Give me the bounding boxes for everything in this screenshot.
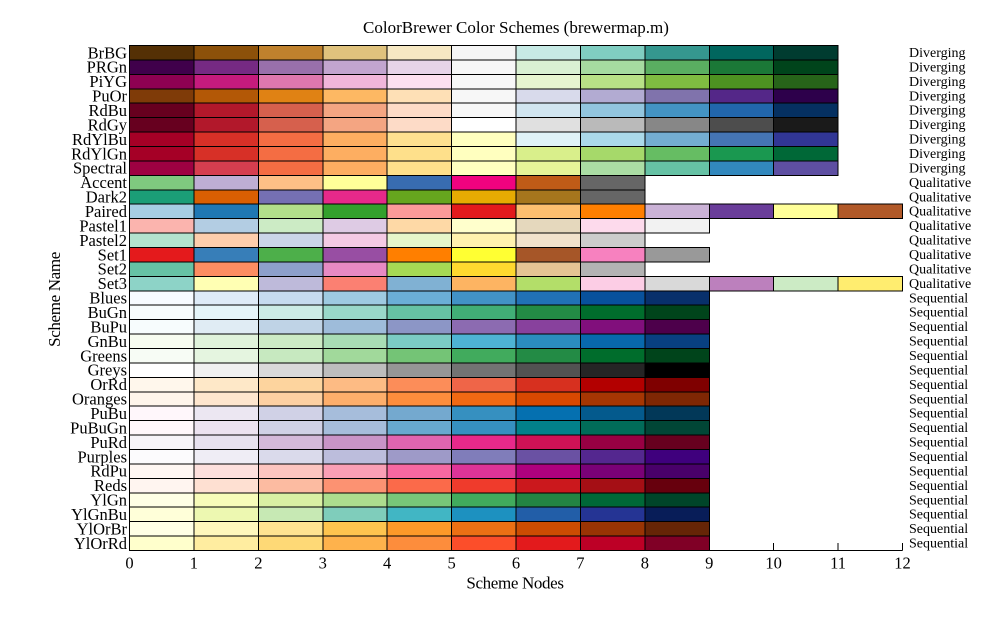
svg-text:3: 3 xyxy=(319,554,327,573)
svg-text:Sequential: Sequential xyxy=(909,320,968,335)
svg-text:Sequential: Sequential xyxy=(909,421,968,436)
svg-text:Qualitative: Qualitative xyxy=(909,277,971,292)
svg-text:BuGn: BuGn xyxy=(88,303,127,322)
svg-text:Sequential: Sequential xyxy=(909,537,968,552)
svg-text:Qualitative: Qualitative xyxy=(909,176,971,191)
svg-text:Pastel1: Pastel1 xyxy=(79,216,127,235)
svg-text:7: 7 xyxy=(576,554,584,573)
svg-text:9: 9 xyxy=(705,554,713,573)
svg-text:Qualitative: Qualitative xyxy=(909,234,971,249)
svg-text:Pastel2: Pastel2 xyxy=(79,231,127,250)
svg-text:Diverging: Diverging xyxy=(909,46,966,61)
svg-text:Sequential: Sequential xyxy=(909,363,968,378)
svg-text:BuPu: BuPu xyxy=(90,317,127,336)
svg-text:BrBG: BrBG xyxy=(88,43,128,62)
svg-text:Qualitative: Qualitative xyxy=(909,248,971,263)
svg-text:Qualitative: Qualitative xyxy=(909,205,971,220)
svg-text:Sequential: Sequential xyxy=(909,392,968,407)
svg-text:0: 0 xyxy=(125,554,133,573)
svg-text:Dark2: Dark2 xyxy=(86,188,127,207)
svg-text:Diverging: Diverging xyxy=(909,75,966,90)
svg-text:RdYlBu: RdYlBu xyxy=(72,130,127,149)
svg-text:Qualitative: Qualitative xyxy=(909,219,971,234)
svg-text:Diverging: Diverging xyxy=(909,89,966,104)
svg-text:1: 1 xyxy=(190,554,198,573)
svg-text:Set1: Set1 xyxy=(98,245,127,264)
svg-text:Blues: Blues xyxy=(89,289,127,308)
svg-text:Diverging: Diverging xyxy=(909,60,966,75)
svg-text:Set3: Set3 xyxy=(98,274,127,293)
svg-text:Sequential: Sequential xyxy=(909,349,968,364)
svg-text:Diverging: Diverging xyxy=(909,104,966,119)
svg-text:Accent: Accent xyxy=(80,173,127,192)
svg-text:YlGnBu: YlGnBu xyxy=(71,505,127,524)
svg-text:RdPu: RdPu xyxy=(90,462,127,481)
svg-text:Spectral: Spectral xyxy=(73,159,127,178)
svg-text:Sequential: Sequential xyxy=(909,291,968,306)
svg-text:Sequential: Sequential xyxy=(909,493,968,508)
svg-text:Oranges: Oranges xyxy=(72,390,127,409)
svg-text:Diverging: Diverging xyxy=(909,118,966,133)
svg-text:Purples: Purples xyxy=(78,447,128,466)
svg-text:PuRd: PuRd xyxy=(90,433,127,452)
svg-text:Sequential: Sequential xyxy=(909,522,968,537)
svg-text:Sequential: Sequential xyxy=(909,335,968,350)
svg-text:4: 4 xyxy=(383,554,391,573)
svg-text:Sequential: Sequential xyxy=(909,464,968,479)
svg-text:PiYG: PiYG xyxy=(89,72,127,91)
svg-text:5: 5 xyxy=(447,554,455,573)
svg-text:ColorBrewer Color Schemes (bre: ColorBrewer Color Schemes (brewermap.m) xyxy=(363,18,669,37)
svg-text:11: 11 xyxy=(830,554,846,573)
svg-text:OrRd: OrRd xyxy=(90,375,127,394)
svg-text:Paired: Paired xyxy=(85,202,128,221)
svg-text:RdGy: RdGy xyxy=(88,115,128,134)
svg-text:YlOrBr: YlOrBr xyxy=(77,519,128,538)
svg-text:Greens: Greens xyxy=(80,346,127,365)
svg-text:Sequential: Sequential xyxy=(909,450,968,465)
svg-text:Diverging: Diverging xyxy=(909,133,966,148)
svg-text:Reds: Reds xyxy=(94,476,127,495)
svg-text:Diverging: Diverging xyxy=(909,147,966,162)
svg-text:PuBu: PuBu xyxy=(90,404,127,423)
svg-text:Qualitative: Qualitative xyxy=(909,190,971,205)
svg-text:Qualitative: Qualitative xyxy=(909,262,971,277)
svg-text:Scheme Nodes: Scheme Nodes xyxy=(466,574,563,593)
svg-text:RdYlGn: RdYlGn xyxy=(71,144,127,163)
svg-text:Sequential: Sequential xyxy=(909,436,968,451)
svg-text:GnBu: GnBu xyxy=(88,332,127,351)
svg-text:6: 6 xyxy=(512,554,520,573)
svg-text:Sequential: Sequential xyxy=(909,378,968,393)
svg-text:Sequential: Sequential xyxy=(909,306,968,321)
svg-text:Sequential: Sequential xyxy=(909,407,968,422)
svg-text:PuBuGn: PuBuGn xyxy=(70,418,127,437)
svg-text:PuOr: PuOr xyxy=(92,87,127,106)
svg-text:RdBu: RdBu xyxy=(88,101,127,120)
svg-text:Diverging: Diverging xyxy=(909,161,966,176)
svg-text:Scheme Name: Scheme Name xyxy=(45,252,64,347)
svg-text:YlGn: YlGn xyxy=(90,491,127,510)
svg-text:Greys: Greys xyxy=(88,361,127,380)
svg-text:PRGn: PRGn xyxy=(87,58,127,77)
svg-text:12: 12 xyxy=(894,554,911,573)
svg-text:Set2: Set2 xyxy=(98,260,127,279)
svg-text:8: 8 xyxy=(641,554,649,573)
svg-text:YlOrRd: YlOrRd xyxy=(74,534,128,553)
svg-text:Sequential: Sequential xyxy=(909,479,968,494)
svg-text:10: 10 xyxy=(765,554,782,573)
svg-text:2: 2 xyxy=(254,554,262,573)
svg-text:Sequential: Sequential xyxy=(909,508,968,523)
